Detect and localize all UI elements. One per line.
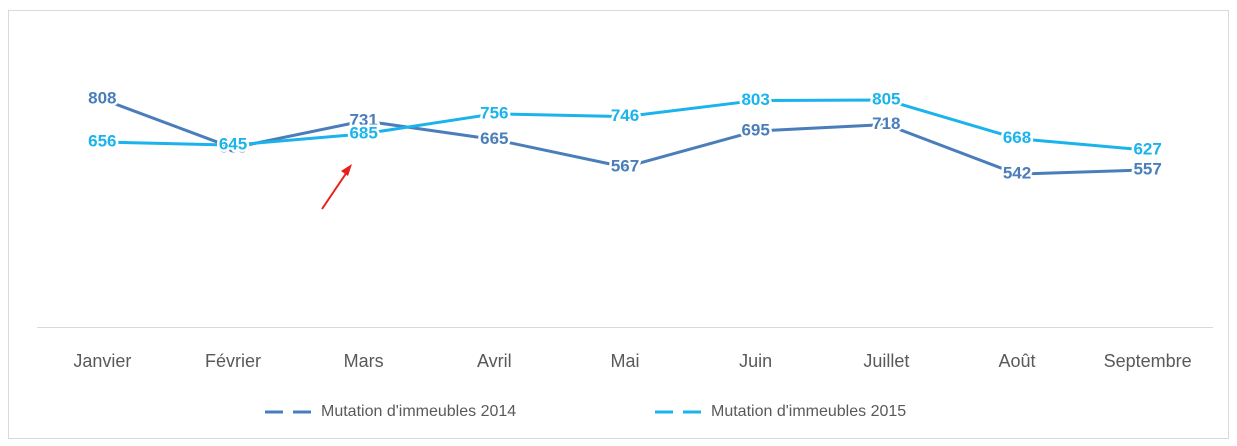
- legend-label: Mutation d'immeubles 2014: [321, 403, 516, 420]
- data-label: 635: [219, 137, 247, 156]
- annotation-arrowhead: [341, 164, 352, 176]
- data-label: 645: [219, 135, 247, 154]
- data-label: 567: [611, 157, 639, 176]
- series-line: [102, 98, 1148, 152]
- data-label: 685: [349, 123, 377, 142]
- x-tick-label: Juillet: [863, 351, 909, 371]
- data-label: 627: [1133, 140, 1161, 159]
- data-label: 542: [1003, 164, 1031, 183]
- annotation-arrow: [321, 171, 348, 210]
- data-label: 656: [88, 131, 116, 150]
- x-tick-label: Mai: [610, 351, 639, 371]
- legend-label: Mutation d'immeubles 2015: [711, 403, 906, 420]
- x-tick-label: Avril: [477, 351, 512, 371]
- data-label: 756: [480, 103, 508, 122]
- x-tick-label: Août: [998, 351, 1035, 371]
- data-label: 731: [349, 110, 377, 129]
- data-label: 557: [1133, 159, 1161, 178]
- x-tick-label: Février: [205, 351, 261, 371]
- x-tick-label: Janvier: [73, 351, 131, 371]
- x-tick-label: Mars: [344, 351, 384, 371]
- data-label: 746: [611, 106, 639, 125]
- data-label: 665: [480, 129, 508, 148]
- data-label: 803: [741, 90, 769, 109]
- data-label: 808: [88, 89, 116, 108]
- x-tick-label: Septembre: [1104, 351, 1192, 371]
- data-label: 718: [872, 114, 900, 133]
- series-line: [101, 97, 1148, 176]
- x-tick-label: Juin: [739, 351, 772, 371]
- chart-frame: [8, 10, 1229, 439]
- data-label: 695: [741, 120, 769, 139]
- data-label: 668: [1003, 128, 1031, 147]
- data-label: 805: [872, 89, 900, 108]
